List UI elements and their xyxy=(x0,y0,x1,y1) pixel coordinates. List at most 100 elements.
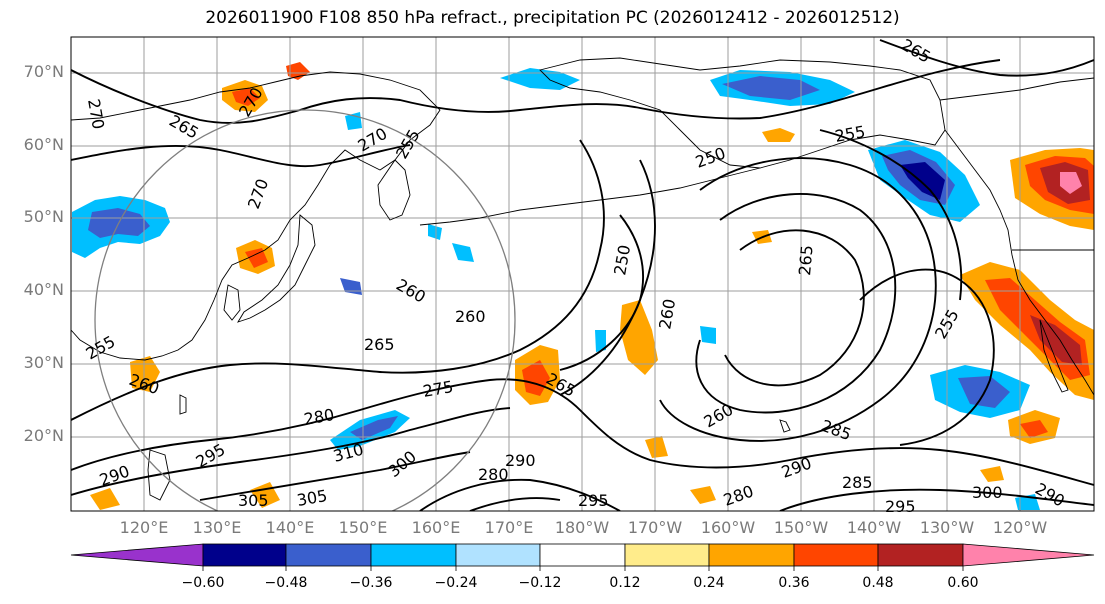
plot-frame xyxy=(70,36,1095,512)
contour-line xyxy=(71,144,411,168)
coast-kamchatka xyxy=(377,159,411,221)
shade-pos xyxy=(762,128,795,142)
coast-korea xyxy=(223,284,241,321)
colorbar xyxy=(70,543,1095,571)
contour-label: 270 xyxy=(84,97,108,130)
contour-line xyxy=(199,451,471,501)
contour-label: 270 xyxy=(244,176,272,211)
shade-pos xyxy=(690,486,716,504)
colorbar-tick-label: 0.24 xyxy=(693,575,725,591)
colorbar-segment xyxy=(624,543,710,567)
lon-label: 170°E xyxy=(484,518,534,537)
coast-taiwan xyxy=(179,394,187,415)
coast-philippines xyxy=(147,449,171,501)
lon-label: 130°E xyxy=(192,518,242,537)
contour-label: 255 xyxy=(931,306,963,342)
contour-line xyxy=(71,407,511,496)
contour-label: 290 xyxy=(97,461,132,489)
shade-pos xyxy=(90,488,120,510)
coast-na-west xyxy=(944,129,1094,396)
contour-label: 285 xyxy=(842,473,873,492)
contour-label: 265 xyxy=(166,111,202,143)
contour-label: 290 xyxy=(779,453,814,481)
contour-label: 280 xyxy=(302,405,335,429)
contour-label: 250 xyxy=(610,243,634,276)
shade-neg-strong xyxy=(722,76,820,100)
map-title: 2026011900 F108 850 hPa refract., precip… xyxy=(205,8,900,28)
shade-neg xyxy=(595,330,606,352)
colorbar-segment xyxy=(708,543,795,567)
shade-neg-strong xyxy=(350,416,398,440)
coast-hawaii xyxy=(779,419,791,433)
contour-line xyxy=(819,129,963,301)
coast-aleutians xyxy=(419,167,761,226)
colorbar-tick-label: −0.48 xyxy=(264,575,308,591)
colorbar-tick-label: −0.60 xyxy=(181,575,225,591)
contour-line xyxy=(559,214,644,371)
contour-line xyxy=(71,378,1094,486)
coast-japan xyxy=(236,214,316,323)
contour-line xyxy=(695,193,897,414)
shade-pos-max xyxy=(1060,172,1082,194)
shade-pos-strong xyxy=(232,88,260,106)
lat-label: 50°N xyxy=(23,207,64,226)
gray-reference-circle xyxy=(94,109,516,511)
graticule xyxy=(71,37,1094,511)
contour-label: 265 xyxy=(898,35,934,67)
lon-label: 150°W xyxy=(773,518,829,537)
colorbar-tick-label: −0.36 xyxy=(349,575,393,591)
colorbar-tick-label: −0.24 xyxy=(434,575,478,591)
lat-label: 30°N xyxy=(23,353,64,372)
contour-label: 265 xyxy=(795,244,817,276)
shade-pos xyxy=(980,466,1004,482)
colorbar-extend-min xyxy=(70,543,204,567)
contour-label: 260 xyxy=(455,307,486,326)
lat-label: 70°N xyxy=(23,62,64,81)
contour-line xyxy=(859,268,995,446)
shade-neg xyxy=(428,224,442,240)
contour-line xyxy=(879,39,1094,77)
lon-label: 120°E xyxy=(119,518,169,537)
lon-label: 180°W xyxy=(554,518,610,537)
contour-label: 300 xyxy=(972,483,1003,502)
shade-neg xyxy=(700,326,716,344)
shade-pos xyxy=(620,300,658,375)
lon-label: 120°W xyxy=(992,518,1048,537)
colorbar-segment xyxy=(455,543,541,567)
shade-neg-darkest xyxy=(900,162,945,200)
shade-neg xyxy=(452,243,474,262)
coast-baja xyxy=(1039,319,1069,393)
colorbar-segment xyxy=(285,543,372,567)
shade-pos xyxy=(645,436,668,458)
contour-label: 295 xyxy=(578,491,609,510)
contour-label: 290 xyxy=(505,451,536,470)
colorbar-tick-label: −0.12 xyxy=(518,575,562,591)
lat-label: 40°N xyxy=(23,280,64,299)
contour-line xyxy=(469,497,561,511)
contour-label: 260 xyxy=(393,275,429,307)
colorbar-segment xyxy=(793,543,879,567)
lat-label: 60°N xyxy=(23,135,64,154)
colorbar-tick-label: 0.12 xyxy=(609,575,641,591)
colorbar-tick-label: 0.48 xyxy=(862,575,894,591)
coastlines xyxy=(71,57,1094,501)
map-plot-area xyxy=(71,37,1094,511)
colorbar-tick-label: 0.60 xyxy=(947,575,979,591)
colorbar-extend-max xyxy=(962,543,1095,567)
colorbar-segment xyxy=(877,543,964,567)
contour-label: 280 xyxy=(478,465,509,484)
shade-pos-strong xyxy=(245,248,268,268)
contour-line xyxy=(779,488,1094,511)
colorbar-segment xyxy=(370,543,457,567)
shade-neg xyxy=(500,68,580,90)
contour-line xyxy=(724,229,865,387)
coast-asia xyxy=(71,71,441,361)
lon-label: 160°W xyxy=(700,518,756,537)
contour-label: 255 xyxy=(833,122,866,146)
lon-label: 130°W xyxy=(919,518,975,537)
contour-label: 305 xyxy=(238,491,269,510)
coast-canada-inner xyxy=(939,77,1094,101)
contour-label: 305 xyxy=(295,486,328,510)
contour-label: 275 xyxy=(421,377,454,401)
